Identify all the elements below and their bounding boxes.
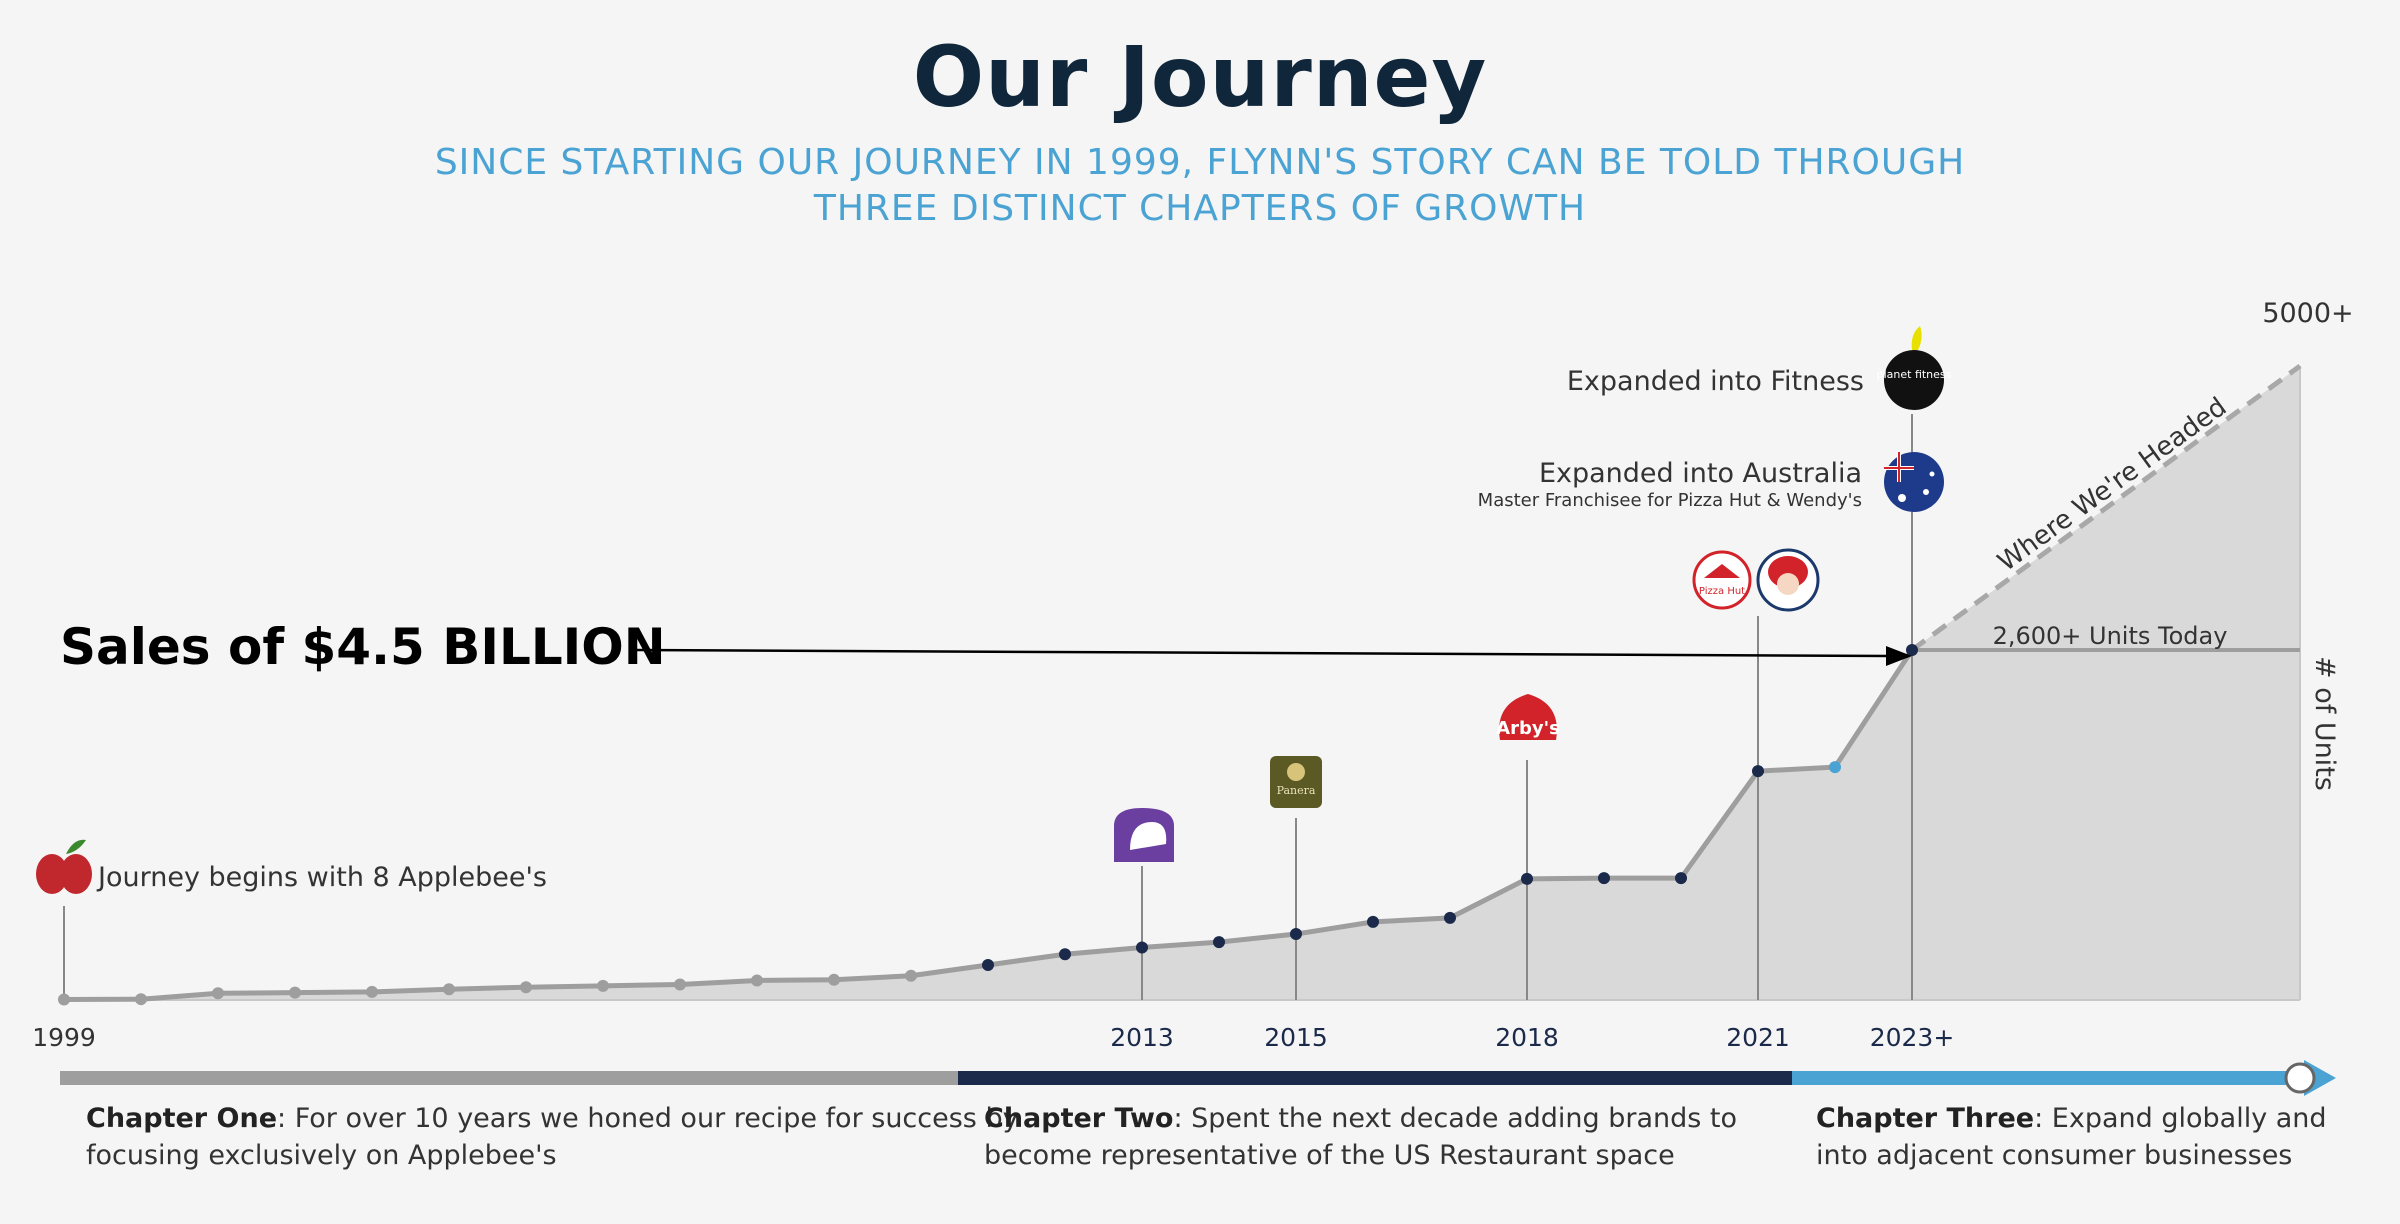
data-point-2011	[982, 959, 994, 971]
data-point-2006	[597, 979, 609, 992]
data-point-2019	[1598, 872, 1610, 885]
chapter-one-line1: : For over 10 years we honed our recipe …	[277, 1103, 1019, 1134]
data-point-2014	[1213, 936, 1225, 949]
svg-text:Arby's: Arby's	[1496, 718, 1560, 739]
x-tick-label-2018: 2018	[1495, 1023, 1559, 1052]
data-point-2000	[135, 993, 147, 1006]
chapter-two-line1: : Spent the next decade adding brands to	[1173, 1103, 1738, 1134]
svg-text:Panera: Panera	[1277, 784, 1316, 797]
chapter-three-label: Chapter Three	[1816, 1103, 2035, 1134]
tick-layer: 1999 2013 2015 2018 2021 2023+	[32, 1023, 1954, 1052]
apple-icon	[36, 839, 92, 894]
sales-callout: Sales of $4.5 BILLION	[60, 618, 666, 676]
point-layer	[58, 644, 1918, 1006]
chapter-three-line2: into adjacent consumer businesses	[1816, 1140, 2293, 1171]
pizza-hut-and-wendys-logo-icon: Pizza Hut	[1692, 548, 1820, 612]
x-tick-label-2015: 2015	[1264, 1023, 1328, 1052]
data-point-2003	[366, 985, 378, 998]
chapter-one-bar	[60, 1071, 958, 1085]
data-point-2007	[674, 978, 686, 991]
chapter-three-text: Chapter Three: Expand globally and into …	[1816, 1100, 2327, 1174]
chapter-three-bar	[1792, 1071, 2300, 1085]
chapter-two-label: Chapter Two	[984, 1103, 1174, 1134]
planet-fitness-logo-icon: planet fitness	[1877, 326, 1952, 410]
annotation-applebees: Journey begins with 8 Applebee's	[96, 862, 547, 893]
sales-arrow-line	[635, 648, 1891, 658]
projection-line	[1910, 363, 2302, 653]
chapter-one-text: Chapter One: For over 10 years we honed …	[86, 1100, 1019, 1174]
svg-text:Pizza Hut: Pizza Hut	[1699, 586, 1745, 597]
svg-text:planet fitness: planet fitness	[1877, 368, 1952, 381]
subtitle-line-1: SINCE STARTING OUR JOURNEY IN 1999, FLYN…	[434, 142, 1966, 183]
data-point-2009	[828, 973, 840, 986]
panera-logo-icon: Panera	[1270, 756, 1322, 808]
annotation-fitness: Expanded into Fitness	[1567, 366, 1864, 397]
data-point-2017	[1444, 911, 1456, 924]
shaded-area	[64, 366, 2300, 1000]
page-title: Our Journey	[912, 28, 1488, 126]
data-point-2018	[1521, 872, 1533, 885]
x-tick-label-1999: 1999	[32, 1023, 96, 1052]
annotation-australia: Expanded into Australia	[1539, 458, 1862, 489]
data-point-2021	[1752, 765, 1764, 778]
x-tick-label-2013: 2013	[1110, 1023, 1174, 1052]
data-point-2023	[1906, 644, 1918, 656]
x-tick-label-2021: 2021	[1726, 1023, 1790, 1052]
data-point-2010	[905, 969, 917, 982]
data-point-2022	[1829, 761, 1841, 774]
data-point-2016	[1367, 915, 1379, 928]
chapter-one-label: Chapter One	[86, 1103, 278, 1134]
page-subtitle: SINCE STARTING OUR JOURNEY IN 1999, FLYN…	[300, 140, 2100, 232]
y-axis-label: # of Units	[2309, 656, 2340, 791]
data-point-2012	[1059, 948, 1071, 961]
data-point-2005	[520, 981, 532, 994]
data-point-2013	[1136, 941, 1148, 954]
annotation-australia-subtext: Master Franchisee for Pizza Hut & Wendy'…	[1478, 490, 1862, 511]
data-point-2008	[751, 974, 763, 987]
chapter-two-line2: become representative of the US Restaura…	[984, 1140, 1675, 1171]
data-point-2001	[212, 987, 224, 1000]
data-point-2015	[1290, 928, 1302, 941]
sales-arrow-head	[1886, 646, 1912, 666]
area-layer	[63, 363, 2302, 1002]
data-point-2002	[289, 986, 301, 999]
timeline-end-circle	[2284, 1062, 2316, 1094]
taco-bell-logo-icon	[1114, 808, 1174, 862]
subtitle-line-2: THREE DISTINCT CHAPTERS OF GROWTH	[813, 188, 1587, 229]
data-point-2004	[443, 983, 455, 996]
chapter-three-line1: : Expand globally and	[2034, 1103, 2327, 1134]
arbys-logo-icon: Arby's	[1496, 694, 1560, 740]
chapter-two-bar	[958, 1071, 1792, 1085]
projection-top-label: 5000+	[2262, 298, 2353, 329]
data-point-1999	[58, 993, 70, 1006]
today-label: 2,600+ Units Today	[1993, 622, 2228, 650]
chapter-two-text: Chapter Two: Spent the next decade addin…	[984, 1100, 1737, 1174]
australia-flag-icon	[1884, 452, 1944, 512]
timeline-layer	[60, 1060, 2336, 1096]
x-tick-label-2023: 2023+	[1870, 1023, 1955, 1052]
chapter-one-line2: focusing exclusively on Applebee's	[86, 1140, 557, 1171]
data-point-2020	[1675, 872, 1687, 885]
